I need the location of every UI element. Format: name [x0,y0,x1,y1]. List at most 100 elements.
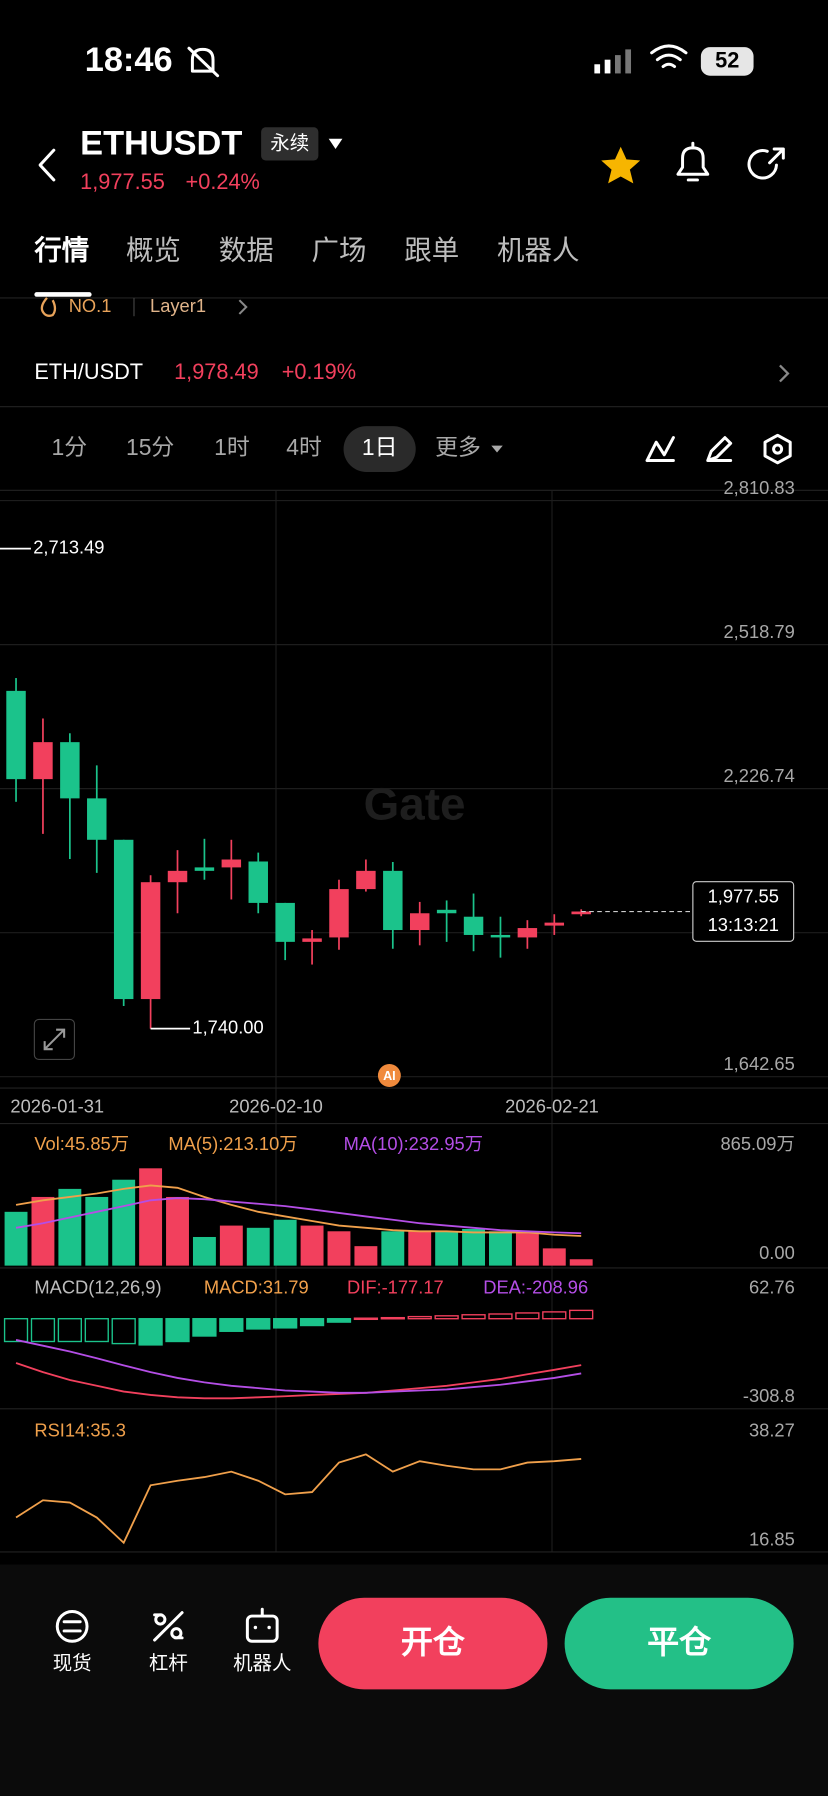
spot-chevron[interactable] [779,364,790,383]
volume-bar [139,1168,163,1266]
macd-bar [57,1318,82,1343]
macd-bar [461,1314,486,1320]
draw-icon[interactable] [706,436,733,463]
candle-body [383,870,403,931]
volume-bar [85,1196,109,1266]
interval[interactable]: 4时 [286,434,322,460]
volume-bar [31,1196,55,1266]
volume-bar [246,1227,270,1266]
tab[interactable]: 广场 [312,234,367,265]
nav-label[interactable]: 杠杆 [149,1652,188,1674]
macd-bar [219,1318,244,1332]
macd-bar [569,1309,594,1320]
volume-bar [462,1228,486,1266]
tab[interactable]: 数据 [219,234,274,265]
candle-body [490,934,511,938]
share-button[interactable] [747,147,785,180]
spot-change: +0.19% [282,359,356,384]
tab[interactable]: 机器人 [497,234,579,265]
y-tick-label: 2,226.74 [723,765,794,786]
macd-bar [353,1317,379,1321]
candle-body [436,909,457,914]
candle-body [60,742,80,799]
countdown: 13:13:21 [708,914,779,935]
close-position-button[interactable] [564,1597,794,1690]
volume-bar [381,1231,405,1266]
ai-badge-label: AI [383,1069,396,1083]
volume-bar [300,1225,324,1266]
volume-legend: MA(10):232.95万 [344,1133,483,1154]
volume-bar [542,1248,566,1266]
open-position-button[interactable] [318,1597,548,1690]
close-position-label[interactable]: 平仓 [647,1624,712,1660]
rsi-legend: RSI14:35.3 [34,1420,126,1441]
settings-icon[interactable] [763,433,792,465]
macd-bar [299,1318,325,1327]
alert-bell[interactable] [676,141,710,182]
candle-body [571,911,591,915]
candle-body [544,922,565,926]
macd-bar [30,1318,56,1343]
bot-icon[interactable] [245,1607,279,1643]
macd-legend: DIF:-177.17 [347,1276,444,1297]
nav-label[interactable]: 现货 [53,1652,92,1674]
interval[interactable]: 15分 [126,434,174,460]
favorite-star[interactable] [601,146,641,184]
ai-badge[interactable] [377,1064,401,1087]
expand-icon [43,1028,66,1051]
candle-body [302,938,322,942]
tab[interactable]: 行情 [33,234,89,265]
more-dropdown[interactable] [491,445,503,453]
candle-body [329,889,349,938]
candle-body [356,870,376,890]
volume-legend: Vol:45.85万 [34,1133,129,1154]
open-position-label[interactable]: 开仓 [401,1624,466,1660]
x-tick-label: 2026-02-21 [505,1095,599,1116]
macd-tick-label: -308.8 [743,1385,795,1406]
candle-body [140,882,161,1000]
candle-body [221,859,242,868]
interval[interactable]: 1日 [362,434,398,460]
back-button[interactable] [38,148,56,182]
spot-pair: ETH/USDT [34,359,143,384]
tab[interactable]: 跟单 [404,234,459,265]
rsi-tick-label: 16.85 [749,1528,795,1549]
symbol-dropdown[interactable] [328,138,343,150]
contract-tag [261,127,319,161]
rsi-tick-label: 38.27 [749,1420,795,1441]
ma5-line [15,1184,582,1237]
macd-bar [542,1311,567,1320]
volume-bar [4,1211,28,1266]
spot-price: 1,978.49 [174,359,259,384]
macd-bar [326,1318,352,1323]
volume-bar [112,1179,136,1266]
volume-tick-label: 865.09万 [720,1133,794,1154]
interval[interactable]: 更多 [435,434,481,460]
interval[interactable]: 1时 [214,434,250,460]
battery [700,47,754,76]
volume-legend: MA(5):213.10万 [168,1133,297,1154]
signal-icon [594,49,632,74]
interval[interactable]: 1分 [52,434,88,460]
volume-tick-label: 0.00 [759,1242,795,1263]
indicator-icon[interactable] [645,436,675,463]
x-tick-label: 2026-02-10 [229,1095,323,1116]
macd-bar [434,1315,459,1320]
macd-bar [111,1318,136,1345]
status-time: 18:46 [85,41,173,79]
macd-bar [515,1312,540,1320]
spot-icon[interactable] [55,1609,89,1643]
candle-body [194,867,215,871]
candle-body [113,839,134,1000]
candle-body [87,798,107,840]
margin-icon[interactable] [153,1611,184,1642]
header-change: +0.24% [186,169,260,194]
expand-button[interactable] [33,1018,76,1061]
dea-line [15,1339,582,1394]
tag-chevron[interactable] [238,299,248,315]
watermark: Gate [364,779,466,830]
nav-label[interactable]: 机器人 [233,1652,291,1674]
tab[interactable]: 概览 [126,234,181,265]
contract-label: 永续 [270,133,309,155]
